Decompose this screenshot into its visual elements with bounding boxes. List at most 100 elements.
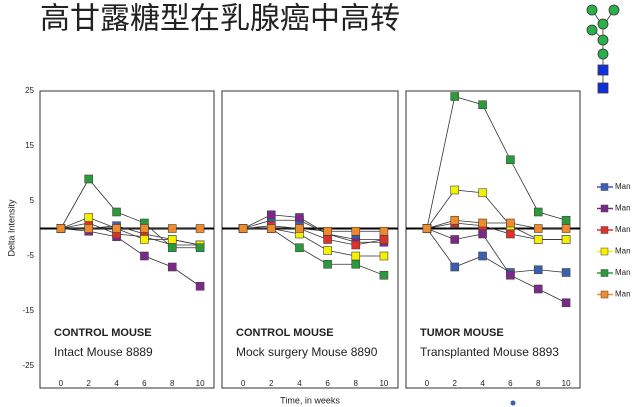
- data-point: [479, 252, 487, 260]
- data-point: [85, 225, 93, 233]
- legend-swatch: [601, 227, 608, 234]
- data-point: [479, 189, 487, 197]
- chart: 高甘露糖型在乳腺癌中高转 Delta Intensity Time, in we…: [0, 0, 634, 407]
- data-point: [168, 244, 176, 252]
- data-point: [479, 230, 487, 238]
- x-tick-label: 0: [59, 379, 64, 388]
- legend-swatch: [601, 270, 608, 277]
- data-point: [380, 227, 388, 235]
- data-point: [380, 252, 388, 260]
- panel-subtitle: Intact Mouse 8889: [54, 345, 153, 359]
- y-tick-label: -25: [22, 361, 34, 370]
- data-point: [113, 225, 121, 233]
- series-line: [61, 229, 200, 287]
- x-tick-label: 2: [269, 379, 274, 388]
- legend-label: Man: [615, 182, 631, 191]
- data-point: [451, 216, 459, 224]
- data-point: [506, 230, 514, 238]
- series-line: [61, 218, 200, 246]
- x-tick-label: 6: [325, 379, 330, 388]
- series-line: [427, 229, 566, 273]
- marker-dot: [511, 401, 516, 406]
- data-point: [534, 285, 542, 293]
- x-tick-label: 6: [508, 379, 513, 388]
- x-tick-label: 2: [86, 379, 91, 388]
- data-point: [562, 269, 570, 277]
- data-point: [451, 263, 459, 271]
- series-line: [427, 190, 566, 240]
- data-point: [479, 219, 487, 227]
- data-point: [562, 236, 570, 244]
- legend-swatch: [601, 291, 608, 298]
- data-point: [324, 227, 332, 235]
- x-tick-label: 8: [354, 379, 359, 388]
- data-point: [168, 263, 176, 271]
- data-point: [168, 236, 176, 244]
- y-tick-label: 5: [30, 196, 35, 205]
- data-point: [168, 225, 176, 233]
- glycan-icon: [587, 5, 619, 93]
- data-point: [352, 252, 360, 260]
- data-point: [113, 208, 121, 216]
- data-point: [196, 225, 204, 233]
- y-label: Delta Intensity: [6, 199, 16, 257]
- y-tick-label: 25: [25, 86, 34, 95]
- y-tick-label: -5: [27, 251, 35, 260]
- x-tick-label: 8: [536, 379, 541, 388]
- panel-subtitle: Transplanted Mouse 8893: [420, 345, 559, 359]
- legend-swatch: [601, 184, 608, 191]
- panel-annotation: TUMOR MOUSE: [420, 327, 504, 339]
- data-point: [140, 236, 148, 244]
- data-point: [562, 225, 570, 233]
- data-point: [140, 252, 148, 260]
- data-point: [451, 186, 459, 194]
- data-point: [534, 225, 542, 233]
- title: 高甘露糖型在乳腺癌中高转: [40, 2, 400, 37]
- x-tick-label: 2: [452, 379, 457, 388]
- data-point: [451, 93, 459, 101]
- data-point: [534, 266, 542, 274]
- y-tick-label: 15: [25, 141, 34, 150]
- data-point: [267, 225, 275, 233]
- x-tick-label: 6: [142, 379, 147, 388]
- data-point: [140, 225, 148, 233]
- data-point: [324, 260, 332, 268]
- series-line: [61, 179, 200, 248]
- legend-label: Man: [615, 268, 631, 277]
- x-tick-label: 8: [170, 379, 175, 388]
- data-point: [423, 225, 431, 233]
- data-point: [380, 236, 388, 244]
- x-tick-label: 4: [114, 379, 119, 388]
- x-tick-label: 0: [241, 379, 246, 388]
- data-point: [295, 214, 303, 222]
- legend-label: Man: [615, 204, 631, 213]
- panel-frame: [40, 91, 214, 388]
- legend-label: Man: [615, 290, 631, 299]
- panel-annotation: CONTROL MOUSE: [54, 327, 152, 339]
- data-point: [534, 208, 542, 216]
- x-tick-label: 0: [425, 379, 430, 388]
- legend-swatch: [601, 205, 608, 212]
- data-point: [352, 227, 360, 235]
- series-line: [243, 229, 384, 276]
- data-point: [506, 271, 514, 279]
- data-point: [85, 214, 93, 222]
- data-point: [506, 219, 514, 227]
- x-tick-label: 10: [379, 379, 388, 388]
- panel-subtitle: Mock surgery Mouse 8890: [236, 345, 378, 359]
- legend-label: Man: [615, 225, 631, 234]
- data-point: [196, 282, 204, 290]
- data-point: [324, 247, 332, 255]
- data-point: [295, 244, 303, 252]
- data-point: [352, 241, 360, 249]
- data-point: [196, 244, 204, 252]
- data-point: [380, 271, 388, 279]
- data-point: [562, 216, 570, 224]
- data-point: [324, 236, 332, 244]
- legend-label: Man: [615, 247, 631, 256]
- data-point: [239, 225, 247, 233]
- x-tick-label: 10: [562, 379, 571, 388]
- data-point: [534, 236, 542, 244]
- x-tick-label: 10: [196, 379, 205, 388]
- data-point: [295, 225, 303, 233]
